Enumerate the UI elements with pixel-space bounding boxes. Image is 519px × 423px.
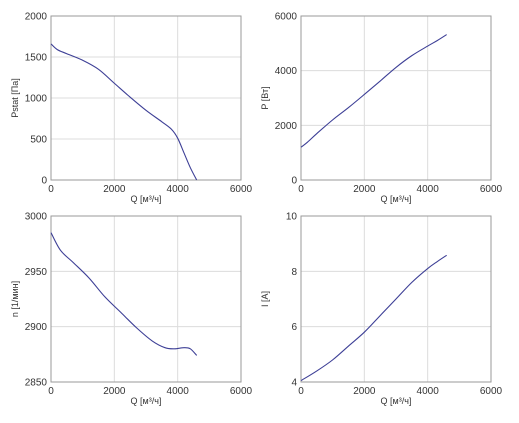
x-tick-label: 0 [298,184,304,195]
y-tick-label: 6000 [275,12,298,23]
x-tick-label: 6000 [480,386,503,397]
x-axis-label: Q [м³/ч] [131,194,162,204]
y-tick-label: 1000 [25,94,48,105]
y-tick-label: 2950 [25,267,48,278]
y-tick-label: 4000 [275,66,298,77]
y-axis-label: Pstat [Па] [10,78,20,118]
x-tick-label: 6000 [230,386,253,397]
y-tick-label: 6 [291,322,297,333]
plot-frame [50,15,242,181]
y-axis-label: I [A] [260,291,270,307]
plot-frame [50,215,242,383]
y-tick-label: 1500 [25,53,48,64]
x-axis-label: Q [м³/ч] [131,396,162,406]
series-line-pstat [50,43,198,181]
y-tick-label: 10 [286,212,298,223]
chart-pstat: 0 2000 4000 6000 0 500 1000 1500 2000 Q [м³/ч] Pst… [10,12,253,205]
x-tick-label: 2000 [353,184,376,195]
y-tick-label: 0 [41,176,47,187]
x-axis-label: Q [м³/ч] [381,396,412,406]
series-line-current [300,254,447,382]
x-tick-label: 6000 [480,184,503,195]
series-line-speed [50,232,198,356]
x-tick-label: 4000 [417,184,440,195]
x-axis-label: Q [м³/ч] [381,194,412,204]
y-axis-label: n [1/мин] [10,281,20,317]
y-tick-label: 3000 [25,212,48,223]
x-tick-label: 2000 [103,386,126,397]
y-tick-label: 8 [291,267,297,278]
plot-frame [300,215,492,383]
chart-current: 0 2000 4000 6000 4 6 8 10 Q [м³/ч] I [A] [260,212,503,407]
y-tick-label: 500 [30,135,47,146]
x-tick-label: 2000 [353,386,376,397]
y-tick-label: 4 [291,378,297,389]
chart-power: 0 2000 4000 6000 0 2000 4000 6000 Q [м³/ч] P [Вт] [260,12,503,205]
y-tick-label: 2850 [25,378,48,389]
x-tick-label: 4000 [417,386,440,397]
chart-speed: 0 2000 4000 6000 2850 2900 2950 3000 Q [м³/ч] n [… [10,212,253,407]
x-tick-label: 6000 [230,184,253,195]
plot-frame [300,15,492,181]
x-tick-label: 0 [298,386,304,397]
y-tick-label: 2000 [275,121,298,132]
x-tick-label: 4000 [167,386,190,397]
x-tick-label: 2000 [103,184,126,195]
y-tick-label: 0 [291,176,297,187]
x-tick-label: 0 [48,184,54,195]
x-tick-label: 4000 [167,184,190,195]
series-line-power [300,34,447,148]
y-tick-label: 2000 [25,12,48,23]
y-tick-label: 2900 [25,322,48,333]
x-tick-label: 0 [48,386,54,397]
y-axis-label: P [Вт] [260,86,270,109]
